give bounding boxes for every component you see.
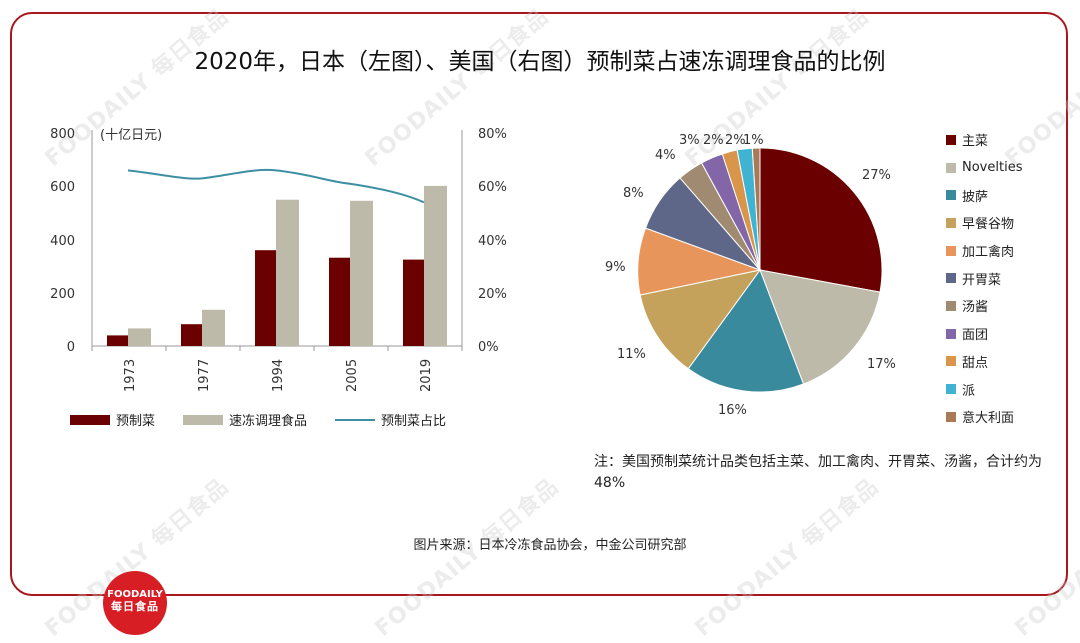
legend-item: 主菜 — [946, 126, 1022, 154]
svg-text:16%: 16% — [718, 403, 747, 418]
legend-label: 主菜 — [962, 134, 989, 150]
y-axis-right: 80% 60% 40% 20% 0% — [478, 127, 507, 355]
legend-label: 预制菜占比 — [381, 414, 447, 429]
slice-breakfast-cereal — [639, 269, 762, 370]
legend-item: 预制菜 — [70, 410, 155, 429]
svg-text:2019: 2019 — [419, 359, 434, 392]
svg-text:0%: 0% — [478, 340, 499, 355]
legend-label: Novelties — [962, 160, 1023, 176]
svg-text:1%: 1% — [743, 133, 764, 148]
x-axis-labels: 1973 1977 1994 2005 2019 — [123, 359, 434, 392]
pie-chart-legend: 主菜 Novelties 披萨 早餐谷物 加工禽肉 开胃菜 汤酱 面团 甜点 派… — [946, 126, 1022, 431]
legend-swatch — [335, 418, 376, 421]
legend-item: 甜点 — [946, 348, 1022, 376]
source-caption: 图片来源：日本冷冻食品协会，中金公司研究部 — [413, 538, 687, 553]
svg-text:4%: 4% — [655, 148, 676, 163]
legend-label: 早餐谷物 — [962, 217, 1015, 233]
y-axis-left: 800 600 400 200 0 — [50, 127, 75, 355]
legend-swatch — [946, 273, 956, 284]
legend-label: 开胃菜 — [962, 272, 1002, 288]
legend-swatch — [946, 217, 956, 228]
legend-item: 开胃菜 — [946, 264, 1022, 292]
svg-text:2005: 2005 — [345, 359, 360, 392]
slice-pasta — [751, 147, 761, 271]
legend-label: 预制菜 — [116, 414, 156, 429]
legend-item: 汤酱 — [946, 292, 1022, 320]
pie-chart: 27% 17% 16% 11% 9% 8% 4% 3% 2% 2% 1% — [605, 133, 896, 418]
legend-label: 汤酱 — [962, 300, 989, 316]
legend-swatch — [946, 411, 956, 422]
series-share-line — [127, 168, 425, 204]
svg-text:600: 600 — [50, 180, 75, 195]
chart-note: 注：美国预制菜统计品类包括主菜、加工禽肉、开胃菜、汤酱，合计约为48% — [594, 454, 1042, 491]
legend-swatch — [946, 384, 956, 395]
legend-item: 意大利面 — [946, 403, 1022, 431]
slice-main-dish — [759, 147, 883, 293]
legend-item: 速冻调理食品 — [183, 410, 307, 429]
svg-text:400: 400 — [50, 234, 75, 249]
legend-swatch — [70, 414, 110, 425]
legend-item: 预制菜占比 — [335, 410, 446, 429]
legend-label: 派 — [962, 383, 976, 399]
svg-text:11%: 11% — [617, 347, 646, 362]
slice-novelties — [759, 269, 881, 385]
svg-text:0: 0 — [67, 340, 75, 355]
legend-swatch — [946, 134, 956, 145]
legend-item: 早餐谷物 — [946, 209, 1022, 237]
svg-text:27%: 27% — [862, 168, 891, 183]
legend-label: 意大利面 — [962, 411, 1015, 427]
legend-item: 加工禽肉 — [946, 237, 1022, 265]
legend-item: Novelties — [946, 154, 1022, 182]
svg-text:8%: 8% — [623, 186, 644, 201]
legend-label: 披萨 — [962, 189, 989, 205]
svg-text:1973: 1973 — [123, 359, 138, 392]
logo-text: FOODAILY — [107, 589, 163, 600]
svg-text:80%: 80% — [478, 127, 507, 142]
legend-label: 速冻调理食品 — [229, 414, 308, 429]
svg-text:20%: 20% — [478, 287, 507, 302]
svg-text:40%: 40% — [478, 234, 507, 249]
legend-label: 面团 — [962, 328, 989, 344]
svg-text:1977: 1977 — [197, 359, 212, 392]
legend-item: 派 — [946, 375, 1022, 403]
svg-text:3%: 3% — [679, 133, 700, 148]
legend-swatch — [183, 414, 224, 425]
chart-frame — [10, 12, 1068, 596]
series-frozen-foods — [128, 185, 447, 346]
foodaily-logo: FOODAILY 每日食品 — [103, 571, 167, 635]
bar-line-chart: 800 600 400 200 0 80% 60% 40% 20% 0% (十亿… — [50, 127, 507, 392]
legend-swatch — [946, 356, 956, 367]
chart-title: 2020年，日本（左图）、美国（右图）预制菜占速冻调理食品的比例 — [194, 49, 886, 75]
pie-labels: 27% 17% 16% 11% 9% 8% 4% 3% 2% 2% 1% — [605, 133, 896, 418]
legend-swatch — [946, 162, 956, 173]
legend-item: 披萨 — [946, 181, 1022, 209]
svg-text:2%: 2% — [703, 133, 724, 148]
legend-item: 面团 — [946, 320, 1022, 348]
slice-pizza — [687, 268, 805, 393]
svg-text:200: 200 — [50, 287, 75, 302]
y-axis-unit: (十亿日元) — [100, 128, 162, 143]
svg-text:17%: 17% — [867, 357, 896, 372]
pie-slices — [637, 147, 883, 393]
legend-swatch — [946, 300, 956, 311]
legend-label: 甜点 — [962, 355, 989, 371]
logo-text-cn: 每日食品 — [111, 600, 159, 613]
svg-text:9%: 9% — [605, 260, 626, 275]
legend-swatch — [946, 190, 956, 201]
legend-label: 加工禽肉 — [962, 245, 1015, 261]
series-prepared-dishes — [107, 250, 424, 346]
svg-text:1994: 1994 — [271, 359, 286, 392]
svg-text:2%: 2% — [725, 133, 746, 148]
bar-chart-legend: 预制菜 速冻调理食品 预制菜占比 — [70, 410, 474, 429]
svg-text:800: 800 — [50, 127, 75, 142]
svg-text:60%: 60% — [478, 180, 507, 195]
legend-swatch — [946, 328, 956, 339]
legend-swatch — [946, 245, 956, 256]
